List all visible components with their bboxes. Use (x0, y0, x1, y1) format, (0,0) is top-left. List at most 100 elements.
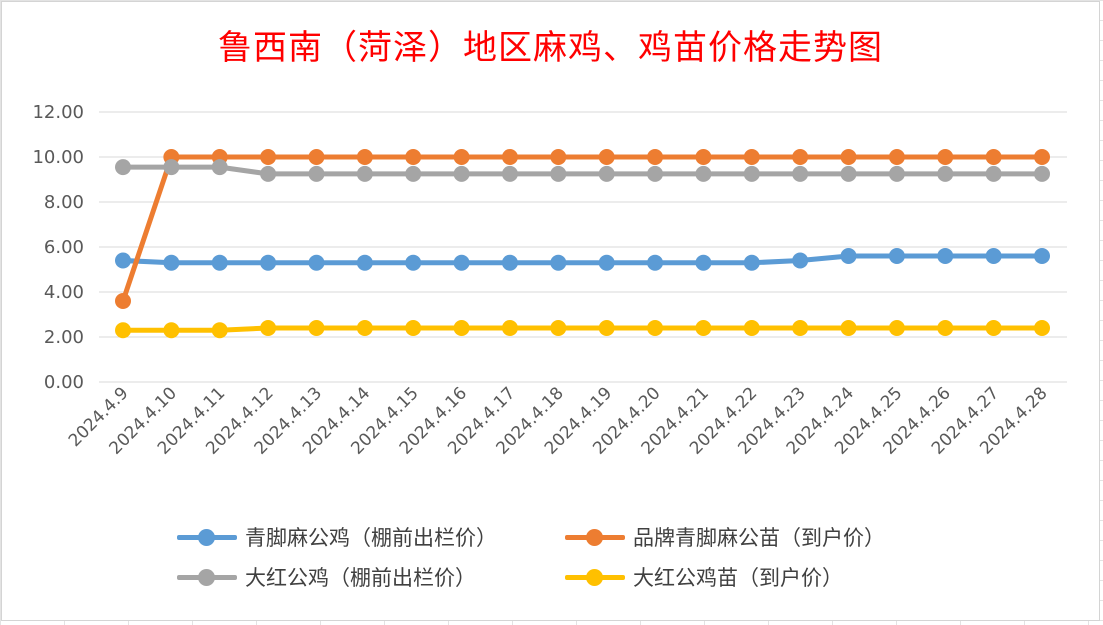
legend-marker-2 (198, 569, 215, 586)
data-point-s2-12 (695, 165, 712, 182)
data-point-s3-11 (647, 320, 664, 336)
y-tick-label-3: 6.00 (44, 237, 84, 258)
data-point-s3-15 (840, 320, 857, 336)
data-point-s0-11 (647, 254, 664, 271)
data-point-s0-18 (985, 248, 1002, 264)
data-point-s0-0 (115, 252, 131, 269)
data-point-s3-9 (550, 320, 567, 336)
data-point-s0-17 (937, 248, 954, 264)
data-point-s3-2 (211, 322, 228, 339)
legend-swatch-1 (565, 522, 625, 552)
y-tick-label-1: 2.00 (44, 327, 84, 348)
data-point-s0-16 (888, 248, 905, 264)
data-point-s1-19 (1034, 149, 1050, 165)
data-point-s1-17 (937, 149, 954, 165)
chart-title: 鲁西南（菏泽）地区麻鸡、鸡苗价格走势图 (218, 28, 883, 68)
data-point-s1-0 (115, 293, 131, 309)
data-point-s1-8 (501, 149, 518, 165)
y-tick-label-0: 0.00 (44, 372, 84, 393)
data-point-s3-4 (308, 320, 325, 336)
data-point-s0-7 (453, 254, 470, 271)
y-tick-label-2: 4.00 (44, 282, 84, 303)
data-point-s2-9 (550, 165, 567, 182)
data-point-s0-6 (405, 254, 422, 271)
data-point-s3-0 (115, 322, 131, 339)
data-point-s3-10 (598, 320, 615, 336)
data-point-s3-3 (260, 320, 277, 336)
data-point-s0-8 (501, 254, 518, 271)
data-point-s1-16 (888, 149, 905, 165)
data-point-s3-7 (453, 320, 470, 336)
legend-label-2: 大红公鸡（棚前出栏价） (245, 566, 476, 590)
data-point-s0-2 (211, 254, 228, 271)
data-point-s0-4 (308, 254, 325, 271)
data-point-s3-8 (501, 320, 518, 336)
y-tick-label-4: 8.00 (44, 192, 84, 213)
data-point-s2-17 (937, 165, 954, 182)
data-point-s2-14 (792, 165, 809, 182)
y-tick-label-6: 12.00 (32, 102, 84, 123)
data-point-s1-14 (792, 149, 809, 165)
data-point-s3-1 (163, 322, 180, 339)
data-point-s0-1 (163, 254, 180, 271)
legend-marker-1 (586, 529, 603, 546)
data-point-s0-5 (356, 254, 373, 271)
data-point-s2-6 (405, 165, 422, 182)
data-point-s1-9 (550, 149, 567, 165)
data-point-s3-17 (937, 320, 954, 336)
data-point-s3-12 (695, 320, 712, 336)
data-point-s2-4 (308, 165, 325, 182)
data-point-s3-5 (356, 320, 373, 336)
data-point-s2-18 (985, 165, 1002, 182)
data-point-s2-15 (840, 165, 857, 182)
data-point-s2-5 (356, 165, 373, 182)
data-point-s1-18 (985, 149, 1002, 165)
series-line-2 (120, 164, 1045, 177)
data-point-s3-14 (792, 320, 809, 336)
data-point-s3-13 (743, 320, 760, 336)
data-point-s3-16 (888, 320, 905, 336)
legend: 青脚麻公鸡（棚前出栏价） 品牌青脚麻公苗（到户价） 大红公鸡（棚前出栏价） (177, 522, 977, 592)
legend-marker-0 (198, 529, 215, 546)
data-point-s1-12 (695, 149, 712, 165)
legend-item-3: 大红公鸡苗（到户价） (565, 562, 965, 592)
data-point-s1-13 (743, 149, 760, 165)
data-point-s1-7 (453, 149, 470, 165)
data-point-s1-4 (308, 149, 325, 165)
data-point-s2-1 (163, 159, 180, 176)
data-point-s3-18 (985, 320, 1002, 336)
data-point-s0-9 (550, 254, 567, 271)
series-line-0 (120, 253, 1045, 266)
data-point-s2-13 (743, 165, 760, 182)
data-point-s0-19 (1034, 248, 1050, 264)
data-point-s0-13 (743, 254, 760, 271)
data-point-s3-6 (405, 320, 422, 336)
data-point-s0-12 (695, 254, 712, 271)
data-point-s2-3 (260, 165, 277, 182)
data-point-s2-16 (888, 165, 905, 182)
series-line-3 (120, 325, 1045, 333)
legend-item-1: 品牌青脚麻公苗（到户价） (565, 522, 965, 552)
data-point-s1-5 (356, 149, 373, 165)
y-tick-label-5: 10.00 (32, 147, 84, 168)
data-point-s1-11 (647, 149, 664, 165)
legend-swatch-2 (177, 562, 237, 592)
legend-marker-3 (586, 569, 603, 586)
legend-label-3: 大红公鸡苗（到户价） (633, 566, 843, 590)
data-point-s0-15 (840, 248, 857, 264)
data-point-s2-8 (501, 165, 518, 182)
data-point-s2-10 (598, 165, 615, 182)
legend-swatch-0 (177, 522, 237, 552)
data-point-s2-2 (211, 159, 228, 176)
legend-swatch-3 (565, 562, 625, 592)
data-point-s2-11 (647, 165, 664, 182)
legend-label-1: 品牌青脚麻公苗（到户价） (633, 526, 885, 550)
data-point-s2-0 (115, 159, 131, 176)
data-point-s0-3 (260, 254, 277, 271)
data-point-s3-19 (1034, 320, 1050, 336)
data-point-s1-15 (840, 149, 857, 165)
legend-label-0: 青脚麻公鸡（棚前出栏价） (245, 526, 497, 550)
